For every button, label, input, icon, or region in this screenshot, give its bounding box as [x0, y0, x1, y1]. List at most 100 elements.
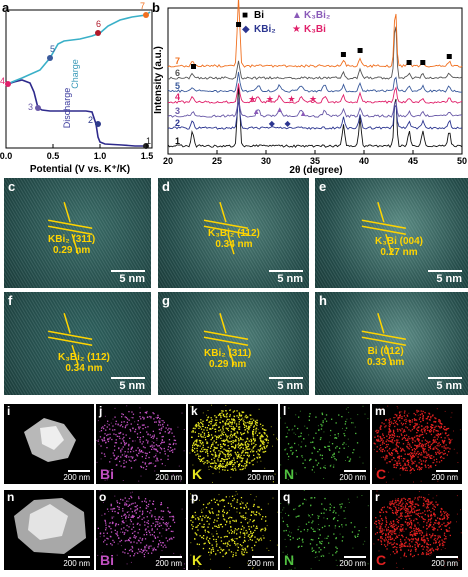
xrd-tick-label: 40	[359, 156, 369, 166]
point-label-2: 2	[88, 115, 93, 125]
xrd-series-1	[167, 83, 463, 148]
panel-a-label: a	[2, 0, 10, 15]
tem-panel-g: g KBi₂ (311) 0.29 nm 5 nm	[158, 292, 309, 395]
lattice-fringes	[158, 292, 309, 395]
xrd-series-6	[168, 26, 463, 80]
element-label: K	[192, 552, 203, 568]
tem-panel-letter: f	[8, 293, 13, 308]
xrd-series-2	[167, 98, 463, 130]
eds-panel-l: l N 200 nm	[280, 404, 370, 484]
panel-b-xlabel: 2θ (degree)	[289, 165, 342, 175]
lattice-fringes	[158, 178, 309, 288]
tem-panel-h: h Bi (012) 0.33 nm 5 nm	[315, 292, 468, 395]
legend-symbol-1: ▲	[292, 10, 302, 21]
elemental-map	[373, 405, 461, 483]
bi-peak-marker	[236, 22, 242, 27]
lattice-plane: KBi₂ (311)	[48, 234, 96, 245]
discharge-curve	[7, 79, 148, 147]
scale-bar	[160, 470, 182, 472]
scale-bar	[160, 556, 182, 558]
tem-panel-e: e K₃Bi (004) 0.27 nm 5 nm	[315, 178, 468, 288]
bi-peak-marker	[446, 54, 452, 59]
eds-panel-letter: j	[99, 404, 103, 418]
point-label-1: 1	[146, 136, 151, 146]
point-label-6: 6	[96, 19, 101, 29]
kbi2-peak-marker: ◆	[284, 119, 291, 128]
scale-bar	[436, 470, 458, 472]
kbi2-peak-marker: ◆	[269, 119, 276, 128]
lattice-spacing: 0.27 nm	[380, 247, 418, 258]
lattice-spacing: 0.29 nm	[53, 245, 91, 256]
scale-bar	[428, 270, 462, 272]
scale-bar	[252, 470, 274, 472]
xrd-series-label-1: 1	[175, 136, 180, 146]
panel-a-tick-label: 0.5	[47, 151, 60, 161]
k3bi2-peak-marker: ▲	[252, 107, 260, 116]
lattice-annotation: K₃Bi₂ (112) 0.34 nm	[58, 352, 110, 374]
element-label: Bi	[100, 552, 114, 568]
eds-panel-letter: i	[7, 404, 11, 418]
xrd-series-label-4: 4	[175, 92, 180, 102]
tem-panel-letter: g	[162, 293, 170, 308]
elemental-map	[280, 405, 369, 481]
eds-panel-letter: k	[191, 404, 198, 418]
eds-panel-n: n 200 nm	[4, 490, 94, 570]
k3bi2-peak-marker: ▲	[276, 105, 284, 114]
lattice-plane: K₃Bi₂ (112)	[208, 228, 260, 239]
lattice-annotation: KBi₂ (311) 0.29 nm	[204, 348, 251, 370]
lattice-annotation: Bi (012) 0.33 nm	[367, 346, 404, 368]
scale-label: 200 nm	[155, 473, 182, 482]
haadf-image	[14, 498, 86, 554]
scale-bar	[344, 470, 366, 472]
eds-panel-letter: o	[99, 490, 107, 504]
element-label: K	[192, 466, 203, 482]
eds-panel-r: r C 200 nm	[372, 490, 462, 570]
scale-bar	[111, 377, 145, 379]
point-3	[35, 105, 41, 111]
eds-panel-q: q N 200 nm	[280, 490, 370, 570]
panel-a-tick-label: 0.0	[0, 151, 12, 161]
eds-panel-k: k K 200 nm	[188, 404, 278, 484]
lattice-fringes	[315, 292, 468, 395]
panel-b-ylabel: Intensity (a.u.)	[153, 46, 164, 114]
lattice-annotation: K₃Bi (004) 0.27 nm	[375, 236, 423, 258]
scale-bar	[111, 270, 145, 272]
scale-bar	[269, 270, 303, 272]
panel-a-chart: Charge Discharge 1 2 3 4 5 6 7 0.0 0.5 1.0 1.5 Po…	[0, 1, 153, 175]
panel-b-label: b	[152, 0, 160, 15]
tem-panel-letter: c	[8, 179, 16, 194]
tem-panel-c: c KBi₂ (311) 0.29 nm 5 nm	[4, 178, 151, 288]
eds-panel-letter: l	[283, 404, 287, 418]
xrd-tick-label: 45	[408, 156, 418, 166]
scale-label: 5 nm	[277, 273, 303, 285]
legend-symbol-0: ■	[242, 10, 248, 21]
lattice-fringes	[315, 178, 468, 288]
point-2	[95, 121, 101, 127]
xrd-series-4	[167, 83, 463, 104]
elemental-map	[190, 491, 278, 570]
scale-label: 200 nm	[247, 473, 274, 482]
bi-peak-marker	[357, 48, 363, 53]
legend-label-1: K₃Bi₂	[304, 10, 330, 21]
point-5	[47, 55, 53, 61]
elemental-map	[280, 490, 369, 570]
eds-panel-letter: q	[283, 490, 291, 504]
scale-label: 200 nm	[63, 559, 90, 568]
element-label: C	[376, 552, 387, 568]
charge-label: Charge	[70, 59, 80, 89]
panel-a-xlabel: Potential (V vs. K⁺/K)	[30, 164, 130, 175]
legend-label-2: KBi₂	[254, 24, 276, 35]
bi-peak-marker	[340, 52, 346, 57]
scale-bar	[436, 556, 458, 558]
scale-label: 200 nm	[155, 559, 182, 568]
scale-label: 5 nm	[119, 273, 145, 285]
lattice-annotation: K₃Bi₂ (112) 0.34 nm	[208, 228, 260, 250]
scale-label: 5 nm	[436, 380, 462, 392]
legend-label-3: K₃Bi	[304, 24, 326, 35]
xrd-series-label-2: 2	[175, 118, 180, 128]
charge-curve	[7, 11, 151, 85]
xrd-tick-label: 50	[457, 156, 467, 166]
k3bi-peak-marker: ★	[287, 94, 295, 104]
point-label-5: 5	[50, 44, 55, 54]
